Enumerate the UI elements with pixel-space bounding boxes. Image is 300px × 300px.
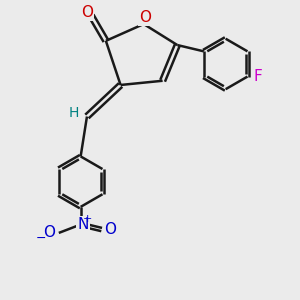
Text: O: O — [104, 222, 116, 237]
Text: −: − — [36, 232, 46, 244]
Text: H: H — [68, 106, 79, 120]
Text: N: N — [77, 217, 88, 232]
Text: O: O — [140, 10, 152, 25]
Text: O: O — [44, 225, 56, 240]
Text: O: O — [81, 5, 93, 20]
Text: F: F — [254, 69, 262, 84]
Text: +: + — [83, 214, 92, 224]
